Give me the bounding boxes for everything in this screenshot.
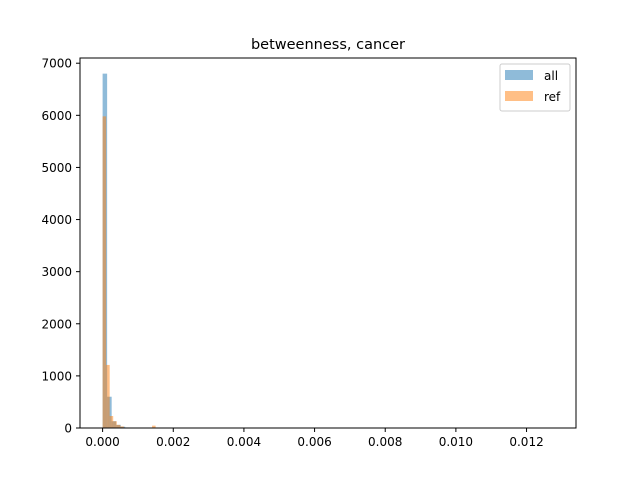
y-tick-label: 1000 xyxy=(41,369,72,383)
y-axis-ticks: 0 1000 2000 3000 4000 5000 6000 7000 xyxy=(41,57,80,436)
x-axis-ticks: 0.000 0.002 0.004 0.006 0.008 0.010 0.012 xyxy=(85,428,544,449)
y-tick-label: 6000 xyxy=(41,109,72,123)
bar-ref-3 xyxy=(113,421,117,428)
legend-swatch-ref xyxy=(505,91,533,101)
bar-ref-2 xyxy=(109,416,114,428)
legend: all ref xyxy=(499,63,571,112)
bar-ref-0 xyxy=(102,116,107,428)
x-tick-label: 0.002 xyxy=(156,435,190,449)
x-tick-label: 0.008 xyxy=(368,435,402,449)
chart-title: betweenness, cancer xyxy=(251,37,405,53)
y-tick-label: 5000 xyxy=(41,161,72,175)
x-tick-label: 0.012 xyxy=(509,435,543,449)
bar-ref-5 xyxy=(120,426,124,428)
y-tick-label: 0 xyxy=(64,422,72,436)
y-tick-label: 7000 xyxy=(41,57,72,71)
x-tick-label: 0.010 xyxy=(439,435,473,449)
legend-swatch-all xyxy=(505,70,533,80)
plot-frame xyxy=(79,57,577,429)
y-tick-label: 3000 xyxy=(41,265,72,279)
y-tick-label: 2000 xyxy=(41,317,72,331)
bar-ref-1 xyxy=(106,364,110,428)
bar-ref-4 xyxy=(116,424,121,428)
legend-label-all: all xyxy=(544,69,558,83)
x-tick-label: 0.000 xyxy=(85,435,119,449)
x-tick-label: 0.006 xyxy=(297,435,331,449)
y-tick-label: 4000 xyxy=(41,213,72,227)
bar-ref-7 xyxy=(152,425,156,428)
legend-label-ref: ref xyxy=(544,90,561,104)
x-tick-label: 0.004 xyxy=(227,435,261,449)
